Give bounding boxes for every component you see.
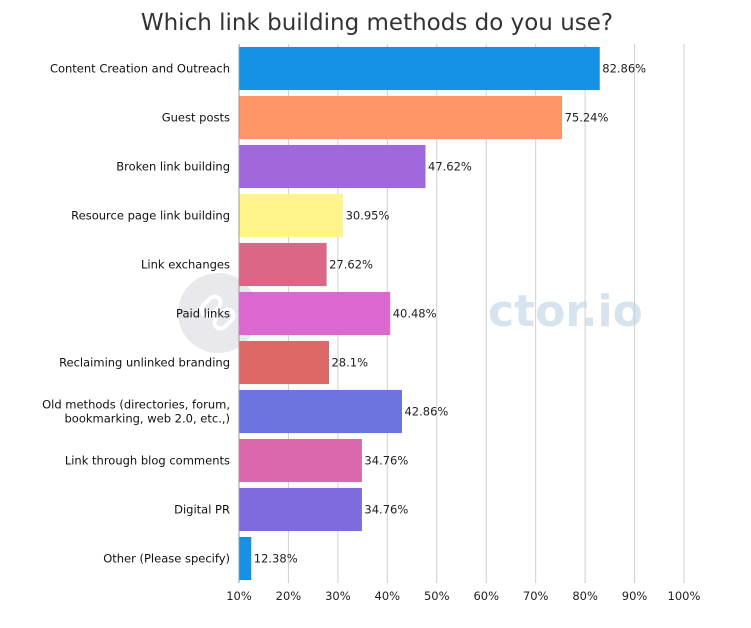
bar[interactable]	[239, 193, 344, 238]
value-label: 40.48%	[393, 307, 437, 321]
x-tick-label: 90%	[622, 589, 648, 603]
value-label: 30.95%	[346, 209, 390, 223]
category-label: Broken link building	[116, 160, 230, 174]
category-label: Resource page link building	[71, 209, 230, 223]
x-tick-label: 30%	[325, 589, 351, 603]
value-labels: 82.86% 75.24% 47.62% 30.95% 27.62% 40.48% 28.1…	[254, 62, 646, 566]
bar[interactable]	[239, 389, 402, 434]
watermark-logo-circle	[178, 273, 258, 353]
bar[interactable]	[239, 536, 252, 581]
value-label: 34.76%	[364, 503, 408, 517]
link-chain-icon	[199, 294, 236, 331]
value-label: 82.86%	[602, 62, 646, 76]
value-label: 28.1%	[331, 356, 368, 370]
watermark: ctor.io	[178, 273, 643, 353]
bar[interactable]	[239, 340, 329, 385]
x-tick-label: 50%	[424, 589, 450, 603]
x-tick-label: 10%	[226, 589, 252, 603]
value-label: 12.38%	[254, 552, 298, 566]
bar[interactable]	[239, 242, 327, 287]
x-tick-label: 80%	[572, 589, 598, 603]
chart-title: Which link building methods do you use?	[141, 10, 613, 36]
x-tick-label: 100%	[668, 589, 701, 603]
category-label: Reclaiming unlinked branding	[59, 356, 230, 370]
category-label: Content Creation and Outreach	[50, 62, 230, 76]
value-label: 27.62%	[329, 258, 373, 272]
value-label: 42.86%	[404, 405, 448, 419]
value-label: 47.62%	[428, 160, 472, 174]
category-label: Guest posts	[162, 111, 230, 125]
category-label: Other (Please specify)	[103, 552, 230, 566]
bar[interactable]	[239, 487, 362, 532]
x-tick-label: 40%	[375, 589, 401, 603]
category-labels: Content Creation and Outreach Guest posts…	[42, 62, 230, 566]
bars	[239, 46, 600, 581]
bar[interactable]	[239, 144, 426, 189]
value-label: 34.76%	[364, 454, 408, 468]
category-label: Paid links	[176, 307, 230, 321]
bar[interactable]	[239, 438, 362, 483]
bar[interactable]	[239, 291, 391, 336]
category-label: Link exchanges	[141, 258, 230, 272]
x-tick-label: 60%	[473, 589, 499, 603]
value-label: 75.24%	[565, 111, 609, 125]
x-axis-ticks: 10% 20% 30% 40% 50% 60% 70% 80% 90% 100%	[226, 589, 700, 603]
bar[interactable]	[239, 95, 563, 140]
watermark-text: ctor.io	[488, 286, 643, 337]
bar[interactable]	[239, 46, 600, 91]
category-label: Link through blog comments	[65, 454, 230, 468]
category-label: Old methods (directories, forum, bookmark…	[42, 398, 230, 426]
category-label: Digital PR	[174, 503, 230, 517]
x-tick-label: 20%	[276, 589, 302, 603]
x-tick-label: 70%	[523, 589, 549, 603]
